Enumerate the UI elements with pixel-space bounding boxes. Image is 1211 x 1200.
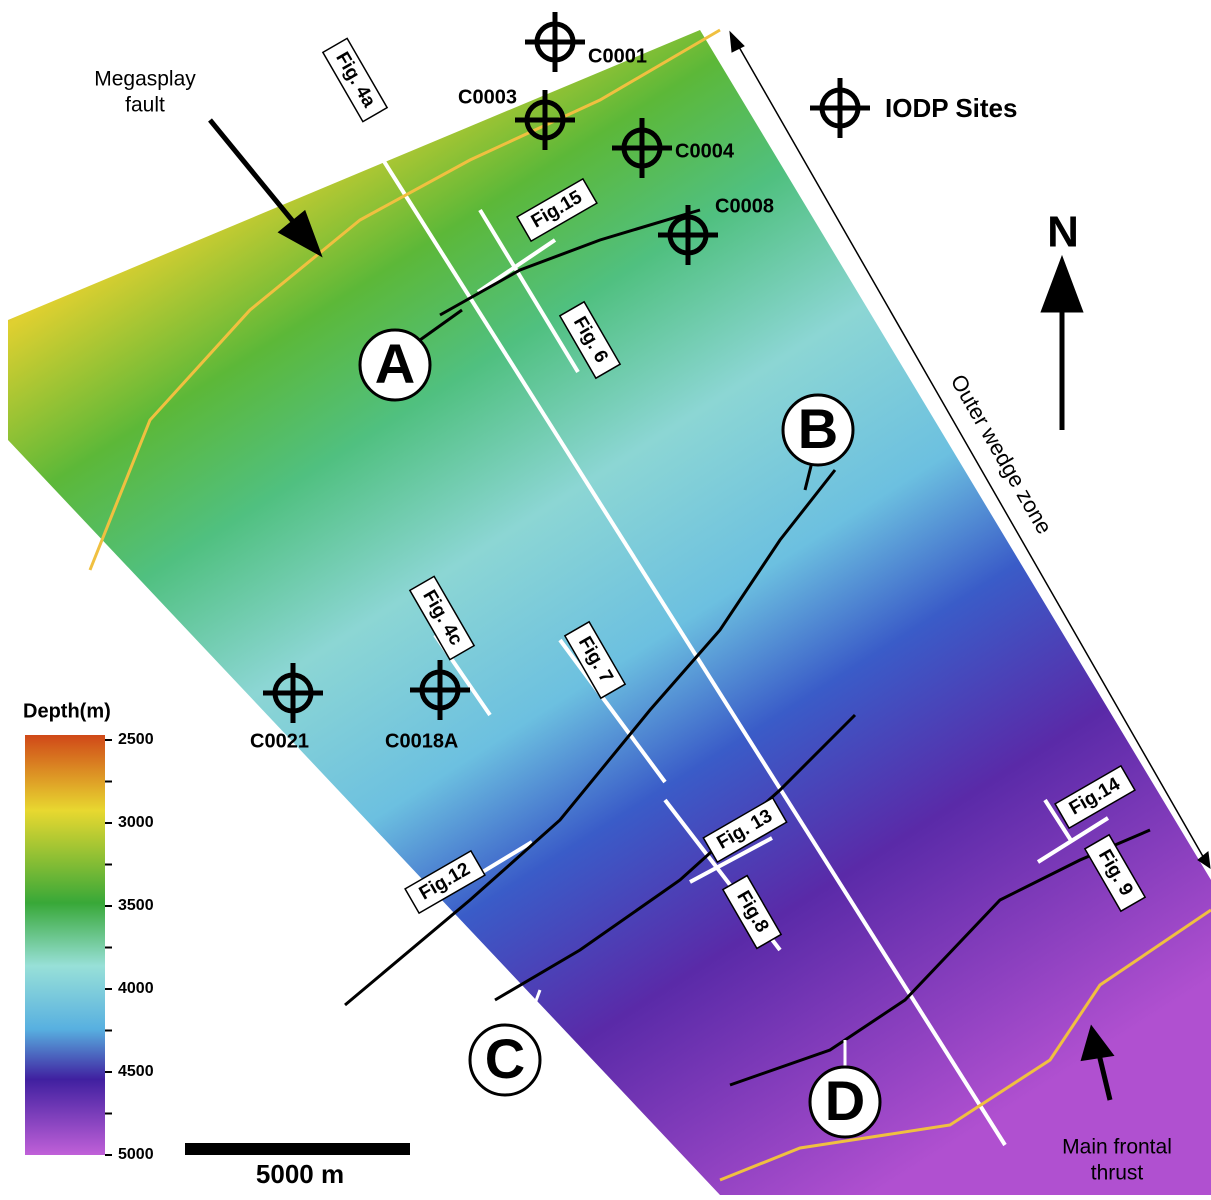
colorbar-tick-label: 3500 bbox=[118, 897, 154, 914]
letter: B bbox=[798, 397, 838, 460]
annotation-arrows bbox=[208, 30, 1211, 1101]
letter-C: C bbox=[468, 1023, 542, 1097]
colorbar-tick-label: 5000 bbox=[118, 1146, 154, 1163]
faults bbox=[88, 28, 1211, 1182]
callout-line: thrust bbox=[1091, 1162, 1144, 1185]
colorbar bbox=[25, 735, 105, 1155]
colorbar-ticks: 2500 3000 3500 4000 4500 5000 bbox=[105, 731, 154, 1163]
legend-label: IODP Sites bbox=[885, 93, 1017, 123]
letter-callouts bbox=[419, 308, 847, 1068]
site-label: C0021 bbox=[250, 730, 309, 752]
colorbar-title: Depth(m) bbox=[23, 700, 111, 722]
scale-bar bbox=[185, 1143, 410, 1155]
site-label: C0003 bbox=[458, 86, 517, 108]
site-label: C0004 bbox=[675, 140, 735, 162]
callout-line: fault bbox=[125, 94, 165, 117]
letter-A: A bbox=[358, 328, 432, 402]
site-label: C0018A bbox=[385, 730, 458, 752]
letter-B: B bbox=[781, 393, 855, 467]
letter: C bbox=[485, 1027, 525, 1090]
letter-D: D bbox=[808, 1065, 882, 1139]
colorbar-tick-label: 4500 bbox=[118, 1063, 154, 1080]
bathymetry bbox=[8, 30, 1211, 1195]
letter: D bbox=[825, 1069, 865, 1132]
site-markers bbox=[263, 12, 870, 723]
callout-line: Megasplay bbox=[94, 68, 196, 91]
colorbar-tick-label: 2500 bbox=[118, 731, 154, 748]
colorbar-tick-label: 4000 bbox=[118, 980, 154, 997]
site-label: C0008 bbox=[715, 195, 774, 217]
north-label: N bbox=[1047, 208, 1079, 257]
callout-line: Main frontal bbox=[1062, 1136, 1172, 1159]
letter: A bbox=[375, 332, 415, 395]
scale-label: 5000 m bbox=[256, 1159, 344, 1189]
colorbar-tick-label: 3000 bbox=[118, 814, 154, 831]
site-label: C0001 bbox=[588, 45, 647, 67]
